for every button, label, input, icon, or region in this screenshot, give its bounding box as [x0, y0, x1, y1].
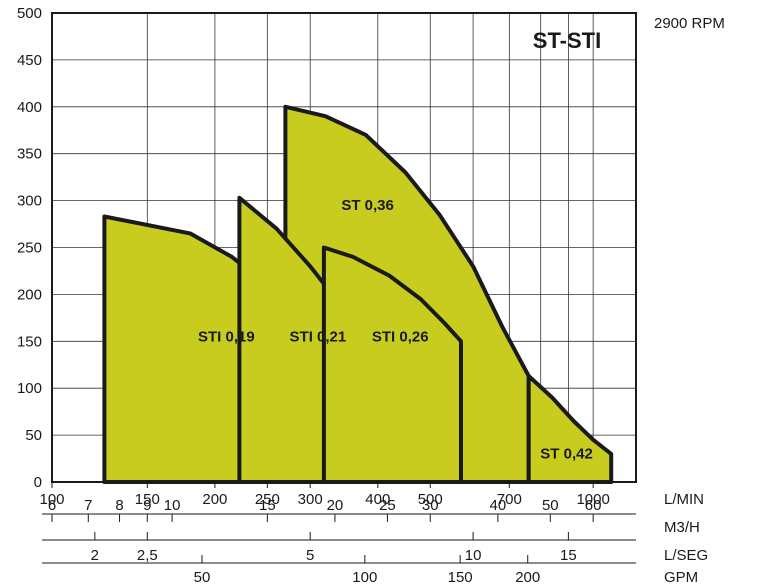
series-label: ST 0,42	[540, 446, 593, 463]
series-areas	[102, 104, 614, 484]
x-tick-label: 9	[143, 497, 151, 514]
x-tick-label: 25	[379, 497, 396, 514]
x-tick-label: 2	[91, 547, 99, 564]
x-tick-label: 40	[490, 497, 507, 514]
x-tick-label: 15	[560, 547, 577, 564]
y-tick-label: 400	[17, 99, 42, 116]
x-axis-unit: L/MIN	[664, 491, 704, 508]
x-tick-label: 50	[194, 569, 211, 586]
series-area	[526, 374, 614, 484]
x-tick-label: 100	[352, 569, 377, 586]
series-label: STI 0,19	[198, 328, 255, 345]
chart-title: ST-STI	[533, 28, 601, 53]
x-tick-label: 30	[422, 497, 439, 514]
series-label: STI 0,26	[372, 328, 429, 345]
y-tick-label: 450	[17, 52, 42, 69]
chart-subtitle: 2900 RPM	[654, 15, 725, 32]
x-tick-label: 150	[135, 491, 160, 508]
x-tick-label: 200	[202, 491, 227, 508]
x-axis-unit: GPM	[664, 569, 698, 586]
x-tick-label: 100	[39, 491, 64, 508]
x-tick-label: 2,5	[137, 547, 158, 564]
x-tick-label: 6	[48, 497, 56, 514]
x-tick-label: 300	[298, 491, 323, 508]
x-tick-label: 400	[365, 491, 390, 508]
y-tick-label: 350	[17, 146, 42, 163]
x-tick-label: 5	[306, 547, 314, 564]
x-axis-unit: L/SEG	[664, 547, 708, 564]
x-tick-label: 150	[448, 569, 473, 586]
series-area	[321, 245, 463, 484]
x-tick-label: 700	[497, 491, 522, 508]
x-tick-label: 200	[515, 569, 540, 586]
y-tick-label: 0	[34, 474, 42, 491]
x-tick-label: 15	[259, 497, 276, 514]
x-tick-label: 10	[164, 497, 181, 514]
y-tick-label: 200	[17, 286, 42, 303]
x-tick-label: 20	[327, 497, 344, 514]
x-axis-unit: M3/H	[664, 519, 700, 536]
x-tick-label: 60	[585, 497, 602, 514]
axes	[42, 12, 637, 564]
y-tick-label: 250	[17, 240, 42, 257]
x-tick-label: 7	[84, 497, 92, 514]
x-tick-label: 500	[418, 491, 443, 508]
y-tick-label: 150	[17, 333, 42, 350]
x-tick-label: 10	[465, 547, 482, 564]
plot-frame	[51, 12, 637, 483]
y-tick-label: 300	[17, 193, 42, 210]
y-tick-label: 100	[17, 380, 42, 397]
x-tick-label: 8	[115, 497, 123, 514]
y-tick-label: 500	[17, 5, 42, 22]
y-tick-label: 50	[25, 427, 42, 444]
series-label: STI 0,21	[290, 328, 347, 345]
series-label: ST 0,36	[341, 197, 394, 214]
x-tick-label: 50	[542, 497, 559, 514]
x-tick-label: 250	[255, 491, 280, 508]
x-tick-label: 1000	[576, 491, 609, 508]
